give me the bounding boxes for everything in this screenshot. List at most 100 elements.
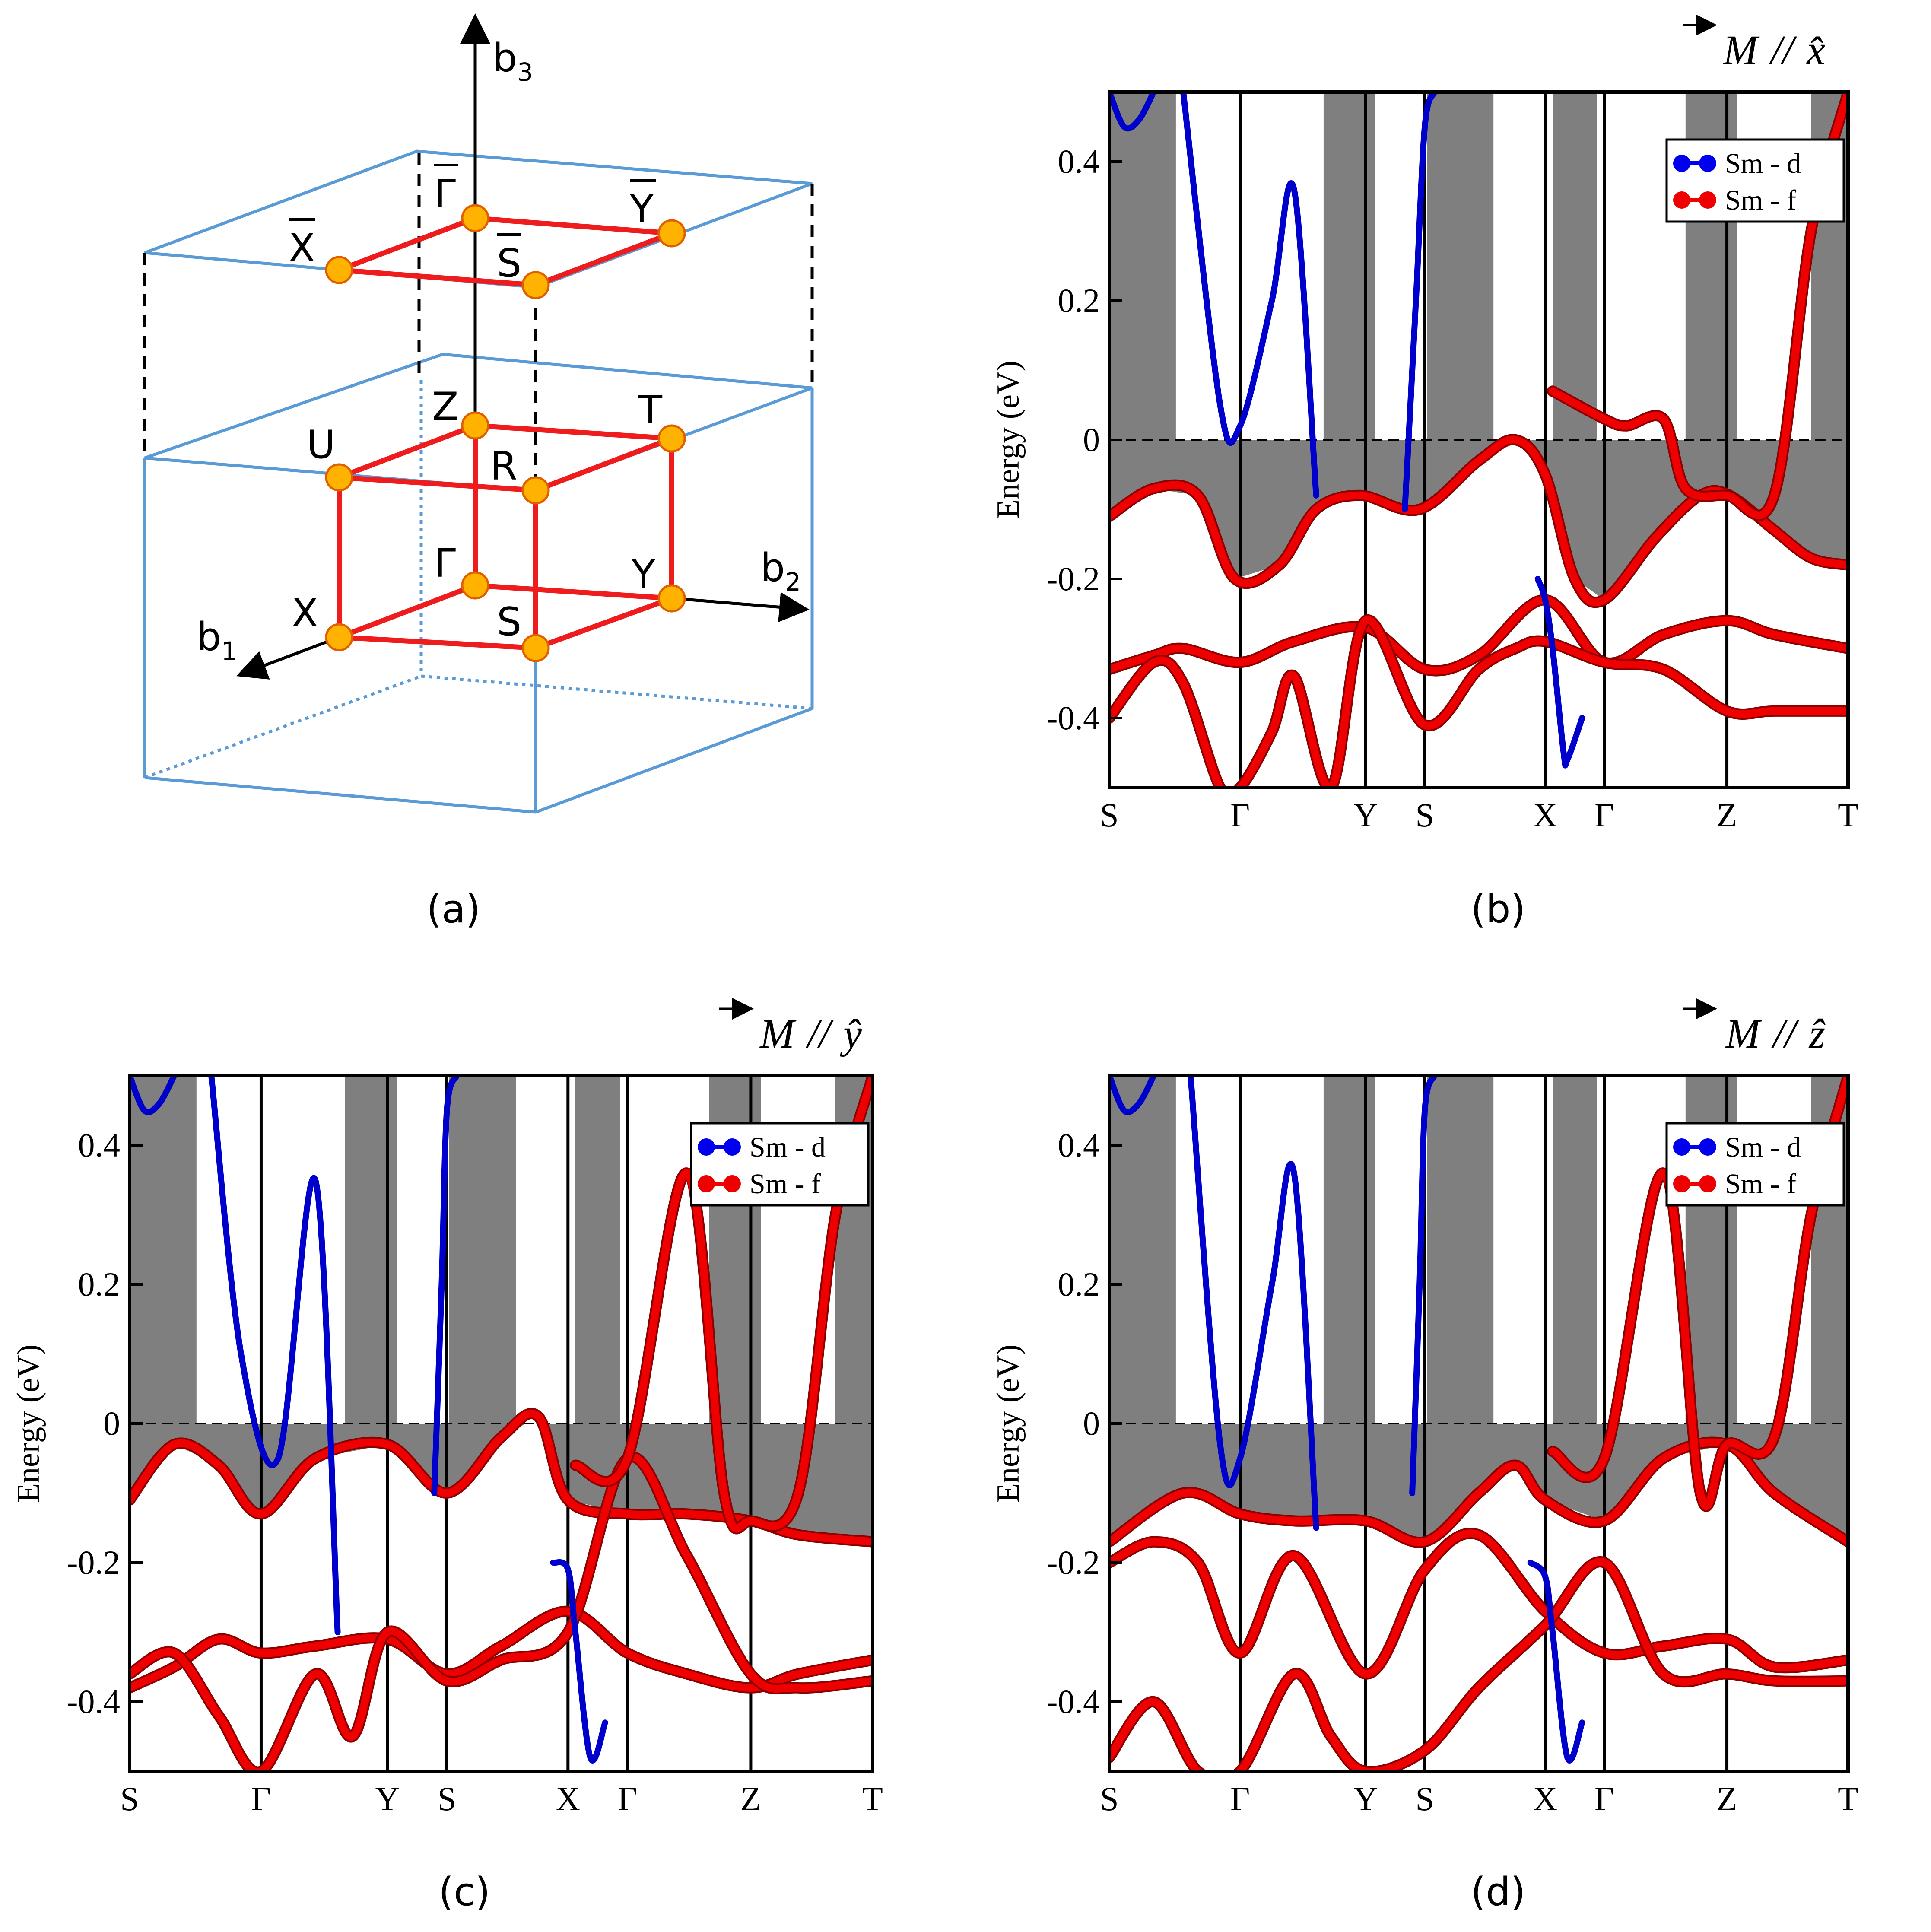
y-tick-label: 0.4 xyxy=(1058,143,1100,180)
x-tick-label: T xyxy=(862,1780,883,1818)
title-sep: // xyxy=(805,1010,834,1057)
band-f xyxy=(1109,1558,1848,1771)
y-tick-label: 0.4 xyxy=(78,1126,121,1164)
x-tick-label: Y xyxy=(1353,1780,1378,1818)
y-axis-label: Energy (eV) xyxy=(991,361,1026,519)
chart-title: M//ẑ xyxy=(1725,1010,1825,1057)
bz-hidden-edge xyxy=(144,674,422,779)
unshaded-gap xyxy=(516,1076,575,1424)
bz-edges xyxy=(143,149,814,814)
point-x-bar xyxy=(325,256,353,284)
band-d xyxy=(1109,92,1157,132)
y-tick-label: -0.4 xyxy=(1047,699,1100,737)
panel-label-a: (a) xyxy=(426,887,480,932)
label-t: T xyxy=(638,388,663,433)
band-d xyxy=(1527,1560,1585,1764)
point-y xyxy=(657,584,686,613)
label-z: Z xyxy=(432,384,459,429)
panel-label-c: (c) xyxy=(438,1869,490,1915)
legend-marker xyxy=(1699,155,1716,172)
title-axis: ŷ xyxy=(839,1010,862,1057)
bz-edge xyxy=(144,776,536,814)
band-d xyxy=(550,1559,608,1764)
legend-box xyxy=(1665,138,1845,223)
band-d xyxy=(431,1076,460,1496)
panel-label-b: (b) xyxy=(1470,887,1525,932)
chart-title: M//ŷ xyxy=(759,1010,862,1057)
label-s: S xyxy=(497,599,521,645)
x-tick-label: Y xyxy=(375,1780,400,1818)
legend-marker xyxy=(1673,191,1690,209)
band-d xyxy=(208,1076,341,1635)
point-x xyxy=(325,623,353,651)
point-gamma-bar xyxy=(461,204,489,232)
label-y: Y xyxy=(631,552,656,597)
x-tick-label: Γ xyxy=(1594,796,1614,834)
b2-axis xyxy=(673,592,810,623)
legend-label: Sm - d xyxy=(750,1131,826,1163)
y-tick-label: -0.2 xyxy=(67,1544,120,1581)
band-f xyxy=(130,1607,873,1692)
x-tick-label: S xyxy=(1415,796,1434,834)
x-tick-label: T xyxy=(1838,1780,1858,1818)
label-b3: b3 xyxy=(492,35,533,87)
x-tick-label: Z xyxy=(1717,1780,1737,1818)
legend-marker xyxy=(1673,155,1690,172)
legend-label: Sm - d xyxy=(1725,1131,1801,1163)
chart-title: M//x̂ xyxy=(1722,27,1825,73)
title-axis: ẑ xyxy=(1808,1010,1826,1057)
legend-label: Sm - d xyxy=(1725,148,1801,179)
legend-marker xyxy=(1699,191,1716,209)
band-f xyxy=(1549,92,1848,519)
x-tick-label: Γ xyxy=(1230,796,1250,834)
legend-marker xyxy=(1673,1138,1690,1156)
x-tick-label: X xyxy=(1533,1780,1557,1818)
unshaded-gap xyxy=(1493,92,1553,440)
bz-points xyxy=(325,204,686,662)
y-tick-label: 0.4 xyxy=(1058,1126,1100,1164)
label-gamma-bar: Γ xyxy=(434,172,456,217)
plot-area xyxy=(1109,1076,1848,1771)
x-tick-label: X xyxy=(1533,796,1557,834)
unshaded-gap xyxy=(1493,1076,1553,1424)
label-y-bar: Y xyxy=(629,187,654,232)
y-axis-label: Energy (eV) xyxy=(11,1344,46,1503)
band-f xyxy=(572,1076,873,1533)
label-gamma: Γ xyxy=(434,541,456,586)
y-tick-label: 0 xyxy=(103,1405,120,1442)
band-d xyxy=(1409,1076,1438,1496)
y-tick-label: -0.2 xyxy=(1047,560,1100,597)
band-f xyxy=(1549,1076,1848,1510)
legend-marker xyxy=(698,1175,715,1192)
x-tick-label: T xyxy=(1838,796,1858,834)
y-tick-label: 0.2 xyxy=(1058,282,1100,319)
y-tick-label: -0.4 xyxy=(67,1683,120,1720)
legend-label: Sm - f xyxy=(750,1168,821,1200)
x-tick-label: S xyxy=(120,1780,139,1818)
band-d xyxy=(1188,1076,1319,1531)
legend-box xyxy=(1665,1122,1845,1207)
x-tick-label: Γ xyxy=(1594,1780,1614,1818)
x-tick-label: X xyxy=(556,1780,580,1818)
b1-axis xyxy=(236,636,340,680)
x-tick-label: Y xyxy=(1353,796,1378,834)
label-r: R xyxy=(490,444,518,489)
legend-marker xyxy=(724,1138,741,1156)
title-sep: // xyxy=(1769,27,1797,73)
bz-hidden-edge xyxy=(421,674,813,710)
point-z xyxy=(461,411,489,440)
x-tick-label: S xyxy=(438,1780,456,1818)
legend-marker xyxy=(1699,1138,1716,1156)
x-tick-label: Γ xyxy=(251,1780,271,1818)
label-b2: b2 xyxy=(760,545,801,597)
point-y-bar xyxy=(657,219,686,248)
projection-lines xyxy=(143,153,814,491)
band-f xyxy=(1109,596,1848,675)
brillouin-zone-diagram: X Γ Y S U Z T R Γ Y X S b3 b2 b1 xyxy=(143,13,814,814)
band-d xyxy=(1109,1076,1157,1115)
x-tick-label: Z xyxy=(740,1780,761,1818)
title-vector: M xyxy=(1725,1010,1762,1057)
